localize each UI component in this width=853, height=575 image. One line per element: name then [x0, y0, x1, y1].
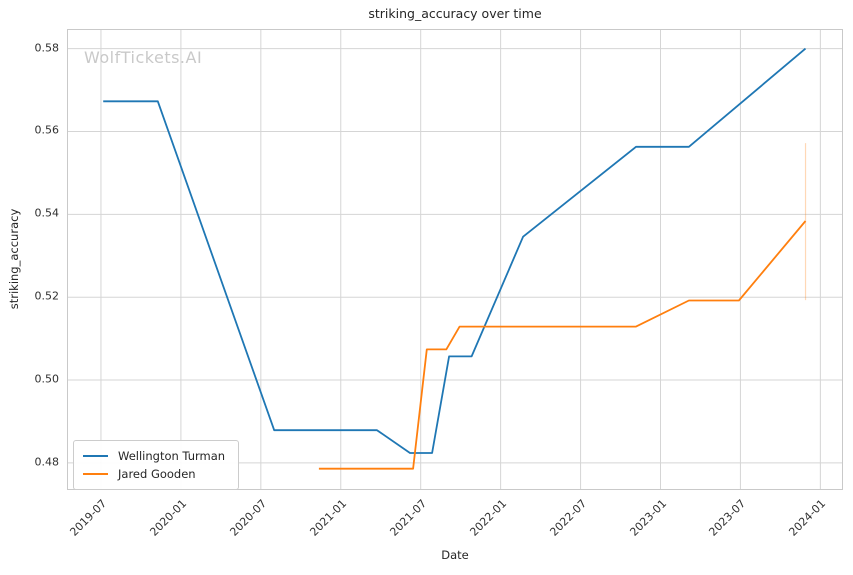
legend-item-jared-gooden: Jared Gooden — [83, 465, 225, 483]
y-tick-label: 0.50 — [34, 372, 60, 386]
legend-line-swatch-orange — [83, 473, 108, 475]
legend-label: Wellington Turman — [118, 449, 226, 463]
y-tick-label: 0.52 — [34, 289, 60, 303]
x-tick-label: 2023-01 — [626, 497, 669, 539]
plot-canvas — [68, 30, 842, 489]
x-tick-label: 2020-01 — [147, 497, 190, 539]
x-tick-label: 2022-01 — [467, 497, 509, 539]
x-tick-label: 2023-07 — [706, 497, 749, 539]
y-tick-label: 0.58 — [34, 41, 60, 55]
legend-line-swatch-blue — [83, 455, 108, 457]
x-tick-label: 2021-01 — [307, 497, 349, 539]
y-tick-label: 0.54 — [34, 206, 60, 220]
y-tick-label: 0.48 — [34, 455, 60, 469]
legend: Wellington Turman Jared Gooden — [73, 440, 240, 490]
x-tick-label: 2021-07 — [387, 497, 429, 539]
x-tick-label: 2019-07 — [67, 497, 110, 539]
legend-label: Jared Gooden — [118, 467, 196, 481]
series-line-wellington-turman — [103, 47, 807, 454]
chart-title: striking_accuracy over time — [368, 6, 542, 21]
y-tick-label: 0.56 — [34, 123, 60, 137]
x-tick-label: 2022-07 — [547, 497, 589, 539]
x-axis-label: Date — [441, 548, 469, 562]
x-tick-label: 2024-01 — [786, 497, 829, 539]
series-line-jared-gooden — [318, 220, 807, 470]
watermark: WolfTickets.AI — [84, 48, 203, 67]
legend-item-wellington-turman: Wellington Turman — [83, 447, 225, 465]
plot-area — [67, 29, 843, 490]
x-tick-label: 2020-07 — [227, 497, 270, 539]
